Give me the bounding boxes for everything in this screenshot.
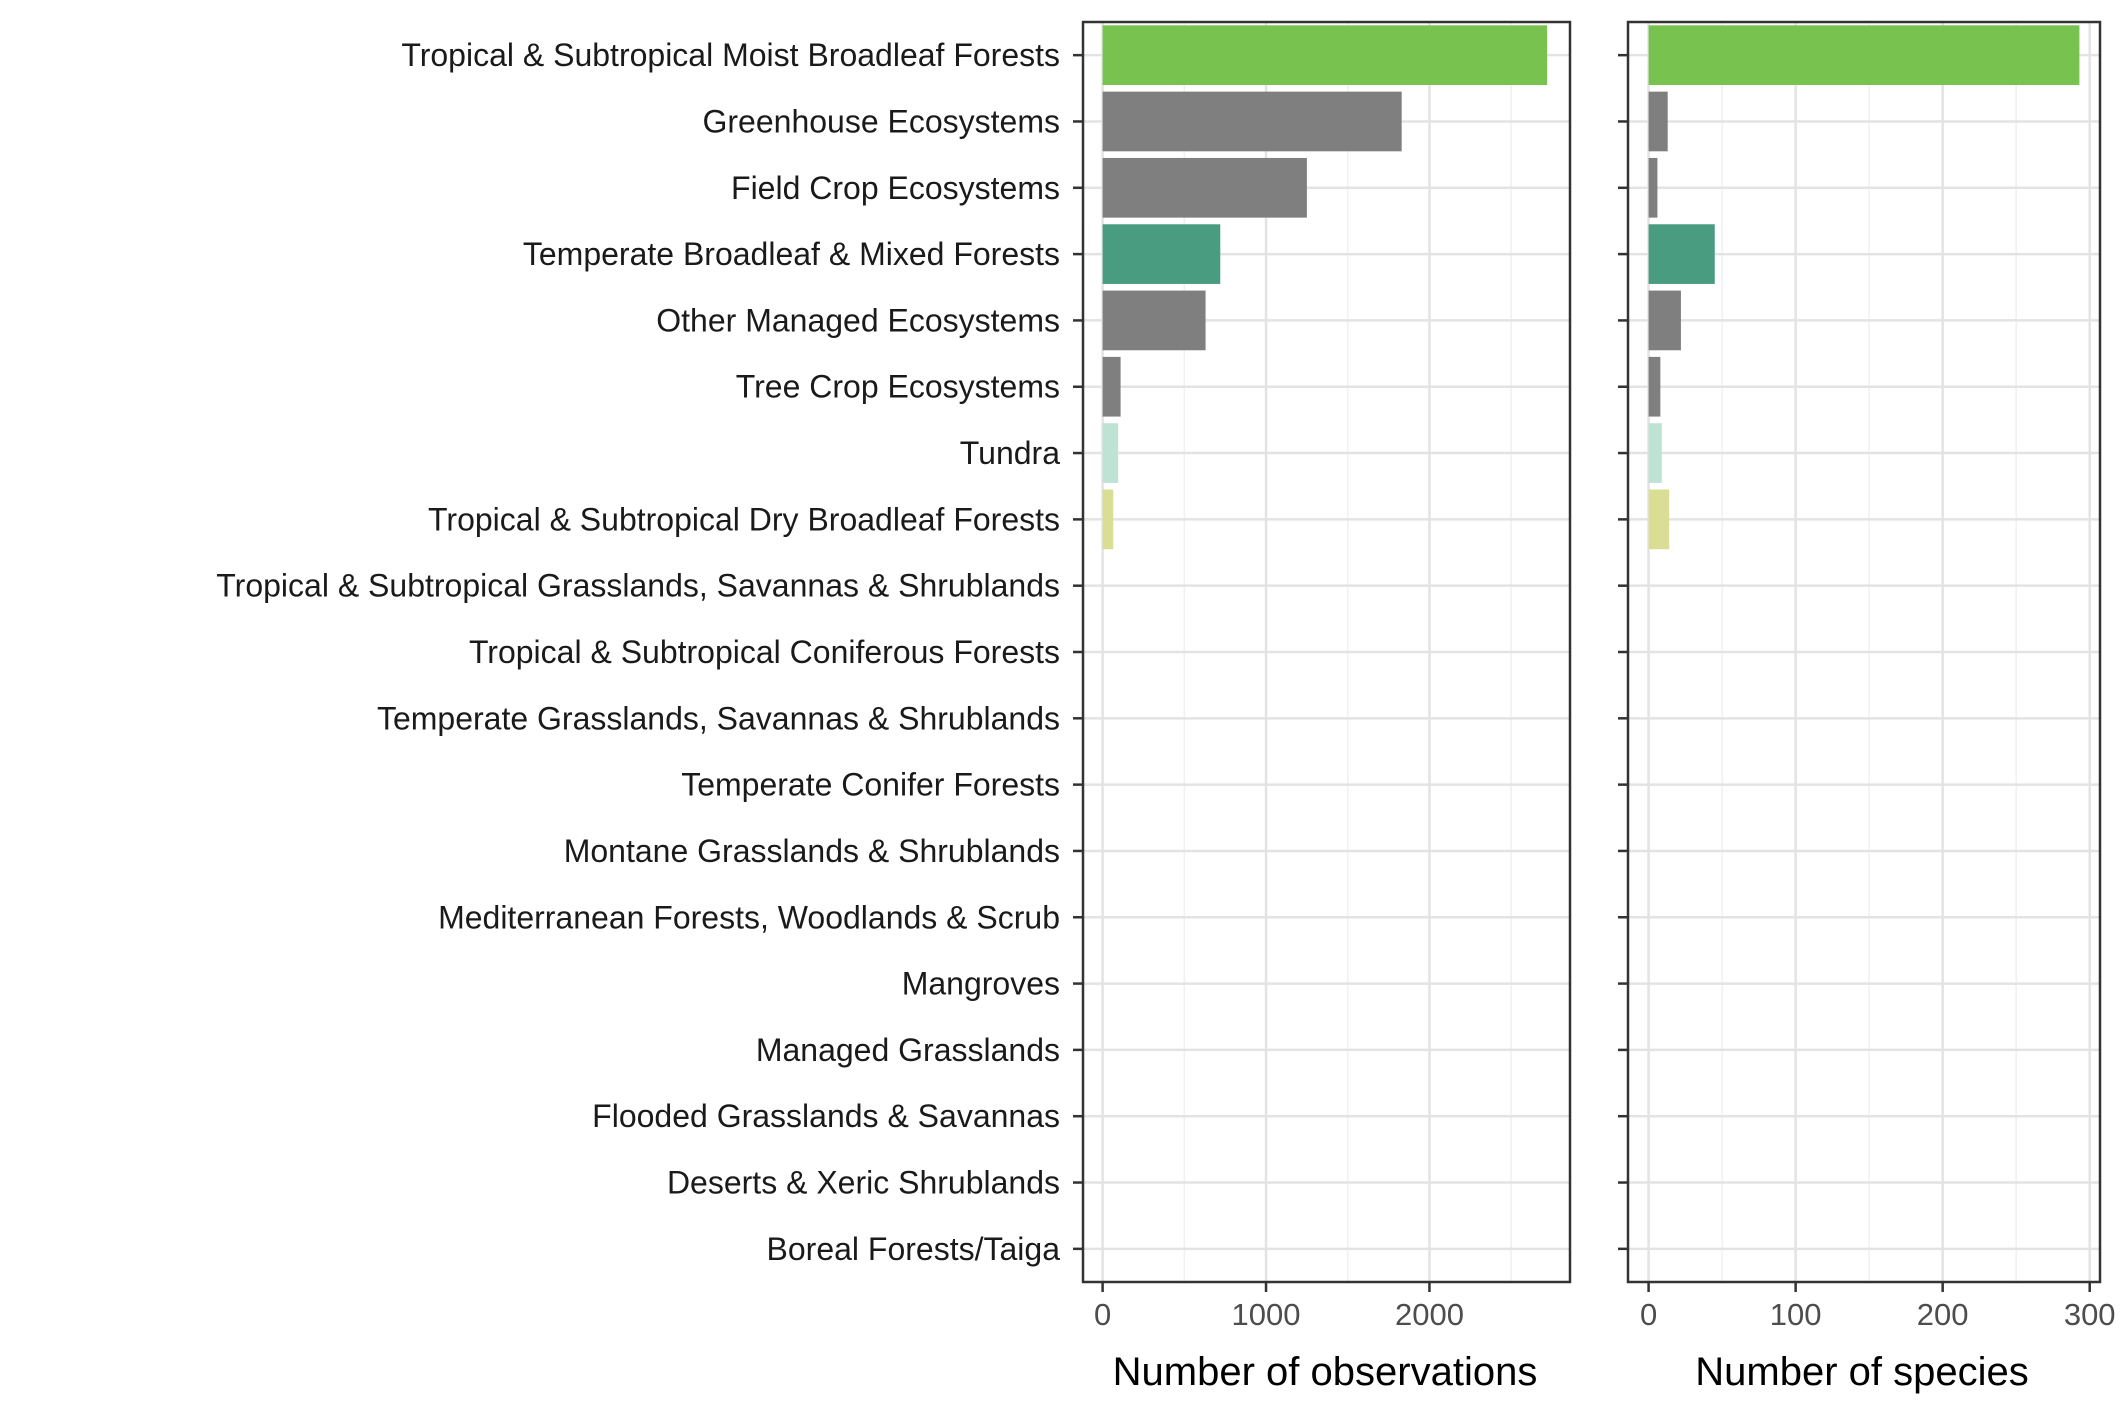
x-tick-label: 100 <box>1770 1297 1822 1332</box>
bar-observations <box>1102 157 1307 218</box>
bar-species <box>1648 356 1661 417</box>
category-label: Tundra <box>960 435 1060 471</box>
bar-species <box>1648 224 1715 284</box>
species-panel: 0 100 200 300 <box>1618 20 2116 1332</box>
x-axis-title-observations: Number of observations <box>1113 1350 1538 1394</box>
category-label: Tropical & Subtropical Grasslands, Savan… <box>216 568 1060 604</box>
bar-observations <box>1102 489 1114 550</box>
bar-observations <box>1102 356 1121 417</box>
bar-species <box>1648 157 1658 218</box>
category-label: Other Managed Ecosystems <box>656 302 1060 338</box>
category-label: Greenhouse Ecosystems <box>703 103 1061 139</box>
category-label: Managed Grasslands <box>756 1032 1060 1068</box>
category-label: Temperate Grasslands, Savannas & Shrubla… <box>377 700 1060 736</box>
category-label: Tropical & Subtropical Coniferous Forest… <box>469 634 1060 670</box>
bar-species <box>1648 25 2080 86</box>
bar-observations <box>1102 423 1119 483</box>
bar-observations <box>1102 224 1221 284</box>
x-tick-label: 200 <box>1917 1297 1969 1332</box>
category-label: Field Crop Ecosystems <box>731 170 1060 206</box>
bar-species <box>1648 91 1668 152</box>
x-tick-label: 2000 <box>1395 1297 1464 1332</box>
category-label: Flooded Grasslands & Savannas <box>592 1098 1060 1134</box>
x-tick-label: 0 <box>1640 1297 1657 1332</box>
category-label: Temperate Conifer Forests <box>681 767 1060 803</box>
bar-observations <box>1102 25 1548 86</box>
x-tick-label: 300 <box>2064 1297 2116 1332</box>
observations-panel: 0 1000 2000 <box>1073 20 1572 1332</box>
category-label: Tropical & Subtropical Dry Broadleaf For… <box>428 501 1060 537</box>
category-label: Tropical & Subtropical Moist Broadleaf F… <box>401 37 1060 73</box>
category-label: Deserts & Xeric Shrublands <box>667 1165 1060 1201</box>
category-label: Montane Grasslands & Shrublands <box>564 833 1060 869</box>
category-label: Tree Crop Ecosystems <box>736 369 1060 405</box>
bar-observations <box>1102 290 1206 351</box>
x-tick-label: 0 <box>1094 1297 1111 1332</box>
x-tick-label: 1000 <box>1232 1297 1301 1332</box>
category-label: Mangroves <box>902 966 1060 1002</box>
x-axis-title-species: Number of species <box>1695 1350 2028 1394</box>
bar-species <box>1648 489 1670 550</box>
category-label: Temperate Broadleaf & Mixed Forests <box>523 236 1060 272</box>
category-label: Boreal Forests/Taiga <box>767 1231 1061 1267</box>
category-labels: Tropical & Subtropical Moist Broadleaf F… <box>216 37 1060 1267</box>
bar-species <box>1648 290 1681 351</box>
bar-observations <box>1102 91 1402 152</box>
category-label: Mediterranean Forests, Woodlands & Scrub <box>438 899 1060 935</box>
bar-species <box>1648 423 1662 483</box>
